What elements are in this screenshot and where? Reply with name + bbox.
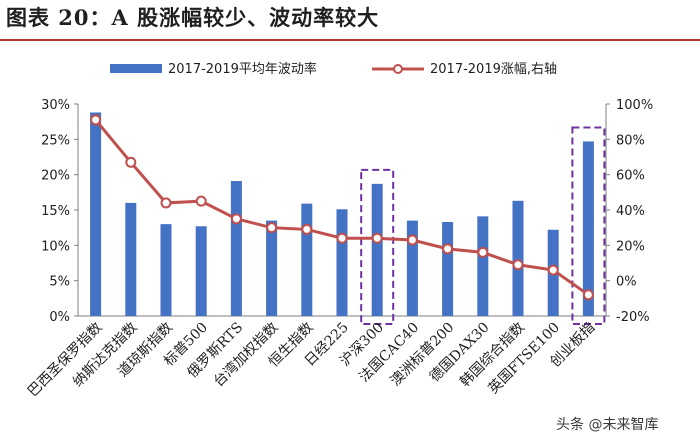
bar — [371, 183, 383, 316]
bar — [442, 222, 454, 316]
bar — [230, 181, 242, 316]
legend-bar-swatch — [110, 64, 162, 73]
right-tick-label: 100% — [616, 98, 653, 113]
line-point — [406, 234, 418, 246]
line-point — [512, 259, 524, 271]
line-point — [336, 232, 348, 244]
line-point — [125, 156, 137, 168]
bar — [160, 224, 172, 316]
watermark: 头条 @未来智库 — [556, 417, 659, 433]
line-point — [547, 264, 559, 276]
line-point — [160, 197, 172, 209]
left-tick-label: 25% — [41, 133, 70, 148]
bar — [90, 112, 102, 316]
left-tick-label: 15% — [41, 204, 70, 219]
bar — [406, 220, 418, 316]
line-point — [442, 243, 454, 255]
bar — [336, 209, 348, 316]
left-tick-label: 30% — [41, 98, 70, 113]
line-point — [195, 195, 207, 207]
line-point — [301, 223, 313, 235]
bar — [477, 216, 489, 316]
highlight-box — [360, 168, 395, 325]
right-tick-label: 80% — [616, 133, 645, 148]
title-divider — [0, 39, 700, 41]
right-tick-label: 60% — [616, 169, 645, 184]
legend-bar-label: 2017-2019平均年波动率 — [168, 61, 317, 77]
right-tick-label: 0% — [616, 275, 637, 290]
bar — [266, 220, 278, 316]
left-tick-label: 5% — [49, 275, 70, 290]
legend-line-label: 2017-2019涨幅,右轴 — [430, 62, 557, 77]
legend-line-marker — [393, 64, 403, 74]
bar — [125, 202, 137, 316]
line-point — [582, 289, 594, 301]
bar — [195, 226, 207, 316]
line-point — [230, 213, 242, 225]
line-point — [266, 222, 278, 234]
right-tick-label: 40% — [616, 204, 645, 219]
left-tick-label: 10% — [41, 239, 70, 254]
chart-title: 图表 20：A 股涨幅较少、波动率较大 — [6, 5, 380, 30]
bar — [301, 203, 313, 316]
line-point — [477, 246, 489, 258]
bar — [582, 141, 594, 316]
right-tick-label: 20% — [616, 239, 645, 254]
line-point — [371, 232, 383, 244]
right-tick-label: -20% — [616, 310, 650, 325]
highlight-box — [571, 126, 606, 325]
line-point — [90, 114, 102, 126]
left-tick-label: 0% — [49, 310, 70, 325]
bar — [512, 200, 524, 316]
left-tick-label: 20% — [41, 169, 70, 184]
